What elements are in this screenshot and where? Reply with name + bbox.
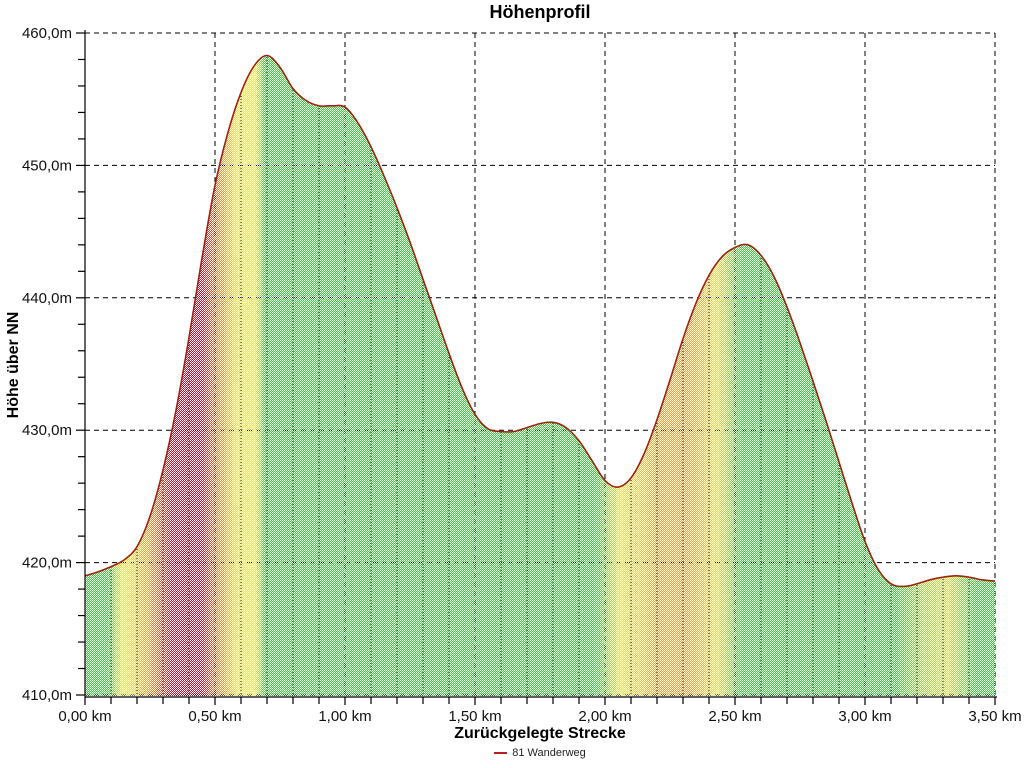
y-tick-label: 440,0m [22, 290, 72, 307]
x-tick-label: 2,50 km [708, 708, 761, 725]
elevation-curve [84, 54, 996, 588]
dither-overlay [85, 55, 995, 697]
x-tick-label: 0,50 km [188, 708, 241, 725]
x-tick-label: 1,00 km [318, 708, 371, 725]
axes [76, 30, 997, 705]
x-tick-label: 3,50 km [968, 708, 1021, 725]
minor-gridlines [110, 55, 970, 696]
y-tick-label: 430,0m [22, 422, 72, 439]
x-tick-label: 1,50 km [448, 708, 501, 725]
x-axis-title: Zurückgelegte Strecke [454, 725, 626, 742]
x-tick-label: 3,00 km [838, 708, 891, 725]
legend: 81 Wanderweg [85, 747, 995, 759]
y-tick-label: 410,0m [22, 687, 72, 704]
x-tick-label: 0,00 km [58, 708, 111, 725]
legend-line-icon [494, 752, 508, 754]
x-tick-label: 2,00 km [578, 708, 631, 725]
y-tick-label: 450,0m [22, 157, 72, 174]
y-tick-label: 420,0m [22, 555, 72, 572]
chart-title: Höhenprofil [489, 2, 591, 22]
y-tick-label: 460,0m [22, 25, 72, 42]
legend-label: 81 Wanderweg [512, 747, 586, 759]
y-axis-title: Höhe über NN [5, 311, 22, 419]
